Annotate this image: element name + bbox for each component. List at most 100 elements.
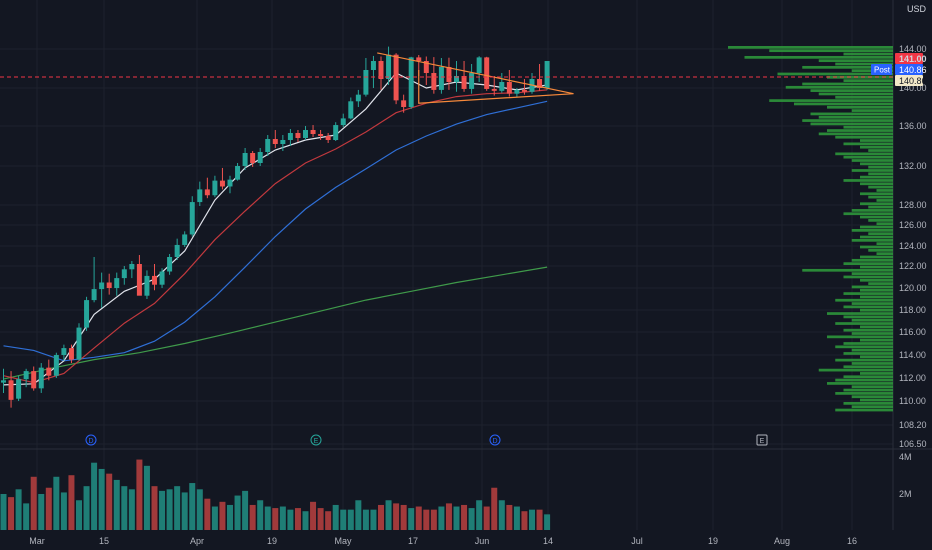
candle-body bbox=[393, 54, 399, 101]
volume-profile-row bbox=[835, 378, 893, 382]
candle-body bbox=[484, 57, 490, 89]
volume-bar bbox=[302, 511, 309, 530]
volume-bar bbox=[0, 494, 7, 530]
candle-body bbox=[189, 202, 195, 235]
volume-profile-row bbox=[835, 408, 893, 412]
candle-body bbox=[363, 70, 369, 95]
volume-bar bbox=[400, 504, 407, 530]
candle-body bbox=[242, 153, 248, 166]
volume-bar bbox=[544, 514, 551, 530]
volume-bar bbox=[83, 486, 90, 530]
candle-body bbox=[152, 275, 157, 285]
candle-body bbox=[325, 136, 331, 140]
volume-profile-row bbox=[810, 89, 893, 92]
event-marker-shape bbox=[85, 434, 97, 446]
volume-bar bbox=[453, 506, 460, 530]
volume-bar bbox=[325, 511, 332, 530]
volume-profile-row bbox=[860, 192, 893, 196]
time-tick: 15 bbox=[99, 536, 109, 546]
volume-bar bbox=[287, 509, 294, 530]
volume-profile-row bbox=[868, 205, 893, 209]
grid bbox=[0, 0, 932, 530]
volume-profile-row bbox=[794, 102, 893, 106]
volume-profile-row bbox=[835, 358, 893, 362]
candle-body bbox=[408, 57, 414, 107]
volume-profile-row bbox=[868, 232, 893, 236]
ma-white-line bbox=[3, 72, 548, 386]
volume-profile-row bbox=[827, 312, 893, 315]
volume-profile-row bbox=[860, 225, 893, 229]
extra-price-badge bbox=[895, 75, 923, 86]
ma-blue-line bbox=[3, 100, 548, 362]
event-marker-shape bbox=[489, 434, 501, 446]
volume-profile-row bbox=[818, 59, 893, 63]
volume-bar bbox=[370, 509, 377, 530]
volume-bar bbox=[279, 506, 286, 530]
volume-profile-row bbox=[868, 149, 893, 152]
time-tick: Aug bbox=[774, 536, 790, 546]
candle-body bbox=[250, 153, 256, 163]
volume-bar bbox=[60, 492, 67, 530]
candle-body bbox=[204, 189, 210, 196]
volume-bar bbox=[76, 500, 82, 530]
volume-profile-row bbox=[860, 338, 893, 342]
volume-profile-row bbox=[851, 405, 893, 409]
volume-profile-row bbox=[827, 335, 893, 339]
volume-profile-row bbox=[777, 72, 893, 76]
volume-profile-row bbox=[868, 248, 893, 252]
volume-profile-row bbox=[827, 382, 893, 385]
volume-profile-row bbox=[843, 275, 893, 279]
volume-profile-row bbox=[827, 105, 893, 109]
volume-profile-row bbox=[835, 95, 893, 99]
volume-profile-row bbox=[843, 388, 893, 392]
volume-profile-row bbox=[851, 302, 893, 305]
volume-profile-row bbox=[860, 278, 893, 282]
ma-green-line bbox=[3, 266, 548, 380]
volume-tick: 4M bbox=[899, 452, 912, 462]
volume-profile-row bbox=[843, 365, 893, 369]
volume-profile-row bbox=[810, 112, 893, 116]
price-tick: 124.00 bbox=[899, 241, 927, 251]
candle-body bbox=[16, 379, 22, 399]
volume-profile-row bbox=[868, 219, 893, 222]
volume-profile-row bbox=[728, 46, 893, 49]
candle-body bbox=[197, 189, 203, 203]
volume-profile-row bbox=[860, 235, 893, 239]
currency-label: USD bbox=[907, 4, 927, 14]
price-tick: 144.00 bbox=[899, 44, 927, 54]
candle-body bbox=[99, 282, 105, 290]
volume-bar bbox=[8, 497, 15, 530]
volume-bar bbox=[189, 483, 196, 530]
time-tick: 14 bbox=[543, 536, 553, 546]
post-price-value: 140.86 bbox=[899, 65, 927, 75]
volume-profile-row bbox=[851, 385, 893, 389]
price-tick: 122.00 bbox=[899, 261, 927, 271]
candle-body bbox=[136, 264, 142, 296]
volume-profile-row bbox=[818, 368, 893, 372]
volume-profile-row bbox=[860, 295, 893, 299]
candle-body bbox=[61, 348, 67, 355]
volume-profile-row bbox=[860, 145, 893, 149]
volume-bar bbox=[378, 504, 384, 530]
candle-body bbox=[340, 118, 346, 126]
volume-bar bbox=[393, 503, 400, 530]
volume-bar bbox=[15, 489, 22, 530]
event-marker-dividend: D bbox=[85, 434, 97, 446]
price-tick: 132.00 bbox=[899, 161, 927, 171]
candle-body bbox=[272, 139, 278, 144]
extra-price-value: 140.86 bbox=[899, 76, 927, 86]
candle-body bbox=[514, 89, 520, 94]
volume-profile-row bbox=[860, 308, 893, 312]
price-axis[interactable]: 144.00 140.00 136.00 132.00 128.00 126.00 124.… bbox=[894, 0, 932, 449]
volume-bar bbox=[204, 498, 211, 530]
volume-profile-row bbox=[843, 125, 893, 129]
time-axis[interactable]: Mar 15 Apr 19 May 17 Jun 14 Jul 19 Aug 16 bbox=[29, 536, 857, 546]
volume-profile-row bbox=[868, 172, 893, 176]
price-tick: 116.00 bbox=[899, 327, 926, 337]
triangle-drawing[interactable] bbox=[377, 52, 574, 104]
volume-profile-row bbox=[818, 132, 893, 136]
candle-body bbox=[303, 130, 308, 138]
